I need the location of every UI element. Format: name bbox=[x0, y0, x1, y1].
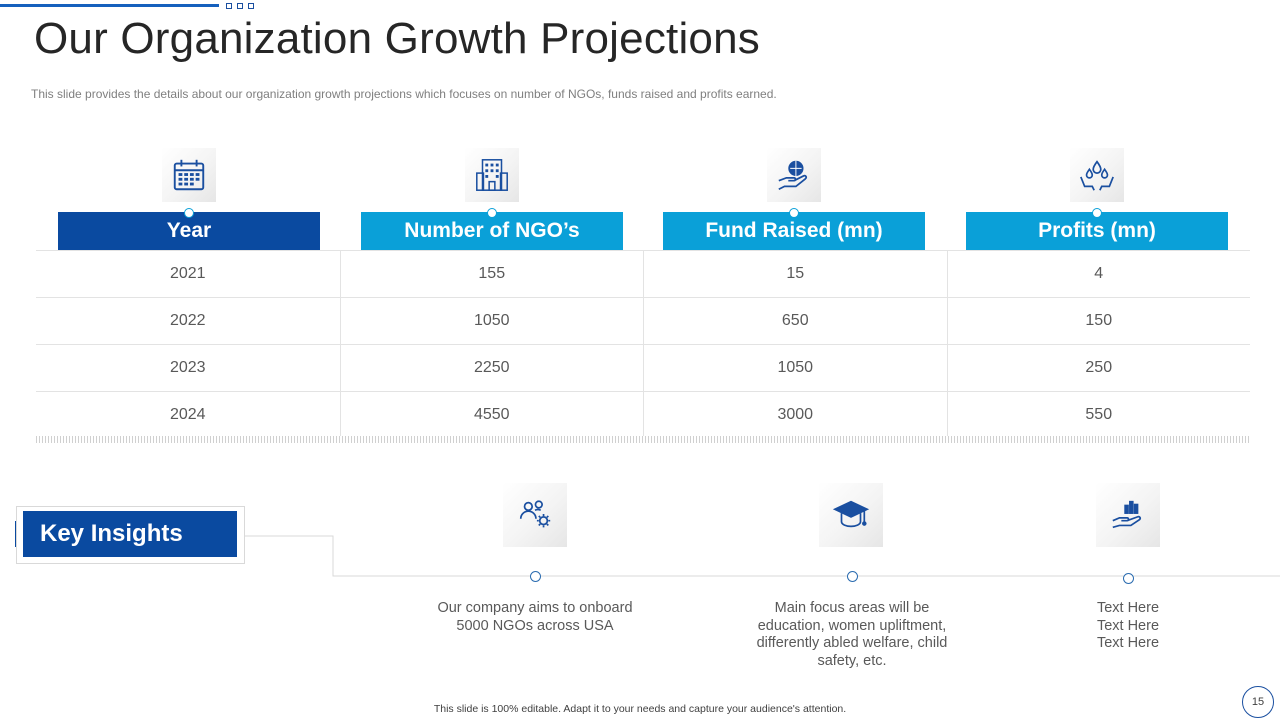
connector-dot bbox=[184, 208, 194, 218]
table-cell-fund: 1050 bbox=[643, 345, 947, 391]
graduation-cap-icon bbox=[819, 483, 883, 547]
slide-title: Our Organization Growth Projections bbox=[34, 14, 760, 63]
insight-dot bbox=[530, 571, 541, 582]
droplets-hands-icon bbox=[1070, 148, 1124, 202]
team-gear-icon bbox=[503, 483, 567, 547]
insight-dot bbox=[1123, 573, 1134, 584]
insight-text: Main focus areas will be education, wome… bbox=[756, 600, 948, 669]
table-row: 2022 1050 650 150 bbox=[36, 297, 1250, 344]
table-row: 2023 2250 1050 250 bbox=[36, 344, 1250, 391]
table-cell-fund: 15 bbox=[643, 251, 947, 297]
table-cell-ngos: 155 bbox=[339, 251, 644, 297]
globe-hand-icon bbox=[767, 148, 821, 202]
table-cell-ngos: 2250 bbox=[339, 345, 644, 391]
slide-subtitle: This slide provides the details about ou… bbox=[31, 87, 777, 101]
decor-square bbox=[248, 3, 254, 9]
decor-square bbox=[226, 3, 232, 9]
table-cell-fund: 650 bbox=[643, 298, 947, 344]
connector-dot bbox=[789, 208, 799, 218]
table-cell-year: 2021 bbox=[169, 265, 206, 282]
decor-square bbox=[237, 3, 243, 9]
connector-dot bbox=[487, 208, 497, 218]
insight-dot bbox=[847, 571, 858, 582]
building-icon bbox=[465, 148, 519, 202]
insight-text: Our company aims to onboard 5000 NGOs ac… bbox=[437, 600, 633, 634]
table-cell-profits: 4 bbox=[946, 251, 1251, 297]
projections-table: 2021 155 15 4 2022 1050 650 150 2023 225… bbox=[36, 250, 1250, 438]
column-header-fund-raised: Fund Raised (mn) bbox=[663, 212, 925, 250]
page-number: 15 bbox=[1242, 686, 1274, 718]
table-bottom-hatch bbox=[36, 436, 1250, 443]
column-header-ngos: Number of NGO’s bbox=[361, 212, 623, 250]
key-insights-label: Key Insights bbox=[23, 511, 237, 557]
table-cell-year: 2024 bbox=[169, 406, 206, 423]
calendar-icon bbox=[162, 148, 216, 202]
table-cell-ngos: 4550 bbox=[339, 392, 644, 438]
top-accent-line bbox=[0, 4, 219, 7]
table-cell-profits: 250 bbox=[946, 345, 1251, 391]
table-cell-fund: 3000 bbox=[643, 392, 947, 438]
table-cell-year: 2023 bbox=[169, 359, 206, 376]
column-header-year: Year bbox=[58, 212, 320, 250]
table-cell-profits: 550 bbox=[946, 392, 1251, 438]
table-cell-profits: 150 bbox=[946, 298, 1251, 344]
table-row: 2021 155 15 4 bbox=[36, 250, 1250, 297]
table-cell-ngos: 1050 bbox=[339, 298, 644, 344]
table-cell-year: 2022 bbox=[169, 312, 206, 329]
insight-text: Text Here Text Here Text Here bbox=[1096, 600, 1160, 651]
chart-hand-icon bbox=[1096, 483, 1160, 547]
column-header-profits: Profits (mn) bbox=[966, 212, 1228, 250]
connector-dot bbox=[1092, 208, 1102, 218]
footer-note: This slide is 100% editable. Adapt it to… bbox=[433, 703, 847, 715]
table-row: 2024 4550 3000 550 bbox=[36, 391, 1250, 438]
